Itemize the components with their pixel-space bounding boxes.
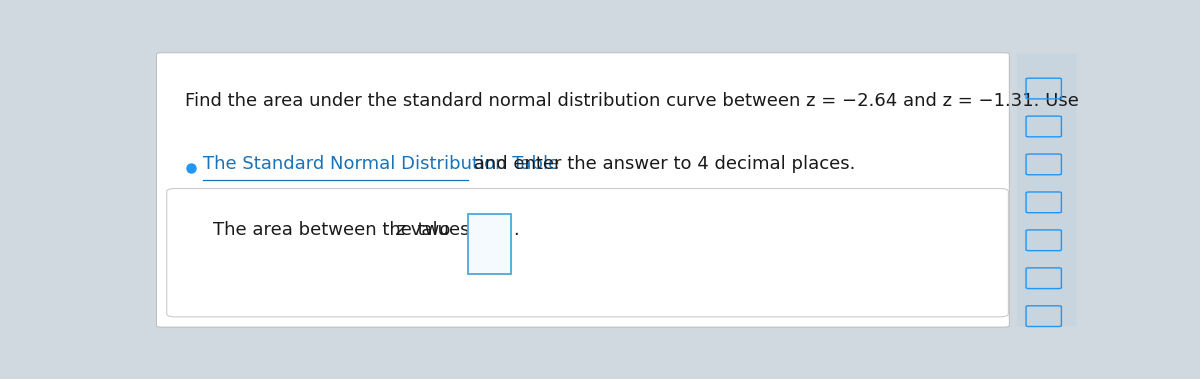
Text: The Standard Normal Distribution Table: The Standard Normal Distribution Table xyxy=(203,155,559,173)
FancyBboxPatch shape xyxy=(468,214,511,274)
Text: The area between the two: The area between the two xyxy=(214,221,456,238)
Text: z: z xyxy=(395,221,404,238)
Text: and enter the answer to 4 decimal places.: and enter the answer to 4 decimal places… xyxy=(468,155,856,173)
FancyBboxPatch shape xyxy=(156,53,1009,327)
FancyBboxPatch shape xyxy=(167,188,1008,317)
Text: .: . xyxy=(512,221,518,238)
FancyBboxPatch shape xyxy=(1016,54,1076,326)
Text: values is: values is xyxy=(404,221,490,238)
Text: Find the area under the standard normal distribution curve between z = −2.64 and: Find the area under the standard normal … xyxy=(185,92,1079,110)
